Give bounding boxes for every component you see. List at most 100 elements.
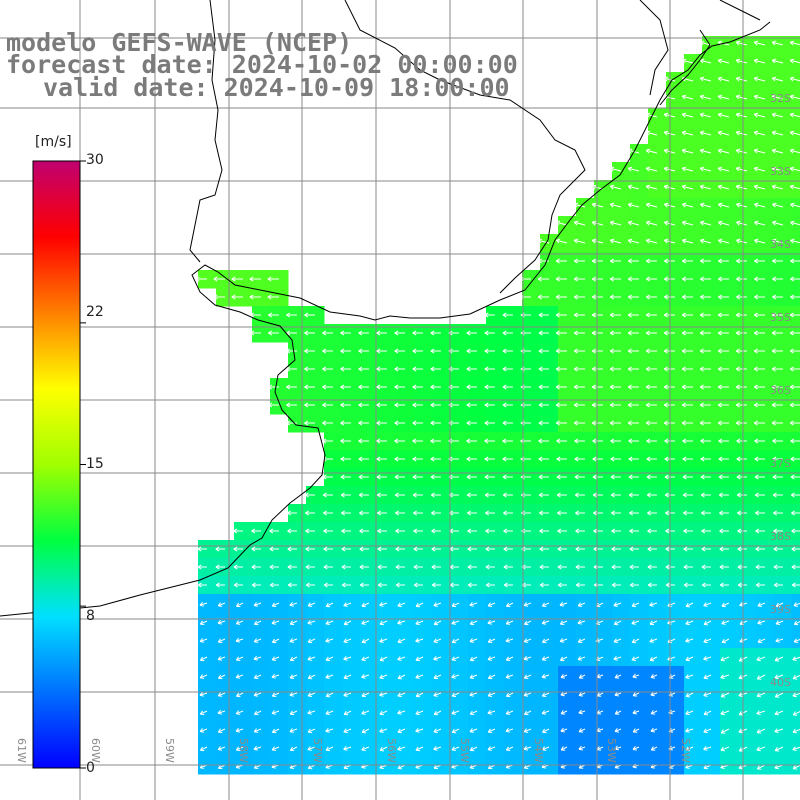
wind-speed-cell	[792, 738, 800, 757]
wind-arrow-head	[792, 656, 796, 660]
wind-arrow-head	[430, 476, 435, 480]
wind-speed-cell	[558, 612, 577, 631]
wind-speed-cell	[720, 576, 739, 595]
wind-speed-cell	[648, 162, 667, 181]
wind-speed-cell	[234, 270, 253, 289]
wind-arrow-head	[305, 584, 310, 588]
wind-speed-cell	[720, 306, 739, 325]
wind-arrow-head	[340, 492, 345, 496]
wind-arrow-head	[646, 166, 651, 169]
wind-speed-cell	[594, 612, 613, 631]
wind-speed-cell	[720, 612, 739, 631]
wind-speed-cell	[216, 702, 235, 721]
wind-arrow-head	[609, 258, 614, 262]
longitude-label: 54W	[532, 738, 545, 763]
wind-arrow-head	[632, 709, 636, 714]
wind-arrow-head	[720, 674, 724, 678]
wind-arrow-head	[701, 548, 706, 552]
wind-speed-cell	[234, 612, 253, 631]
wind-speed-cell	[576, 414, 595, 433]
wind-speed-cell	[774, 234, 793, 253]
wind-arrow-head	[790, 220, 795, 223]
wind-arrow-head	[250, 314, 254, 318]
wind-arrow-head	[789, 402, 794, 406]
wind-arrow-head	[271, 692, 275, 697]
wind-arrow-head	[289, 620, 293, 625]
wind-arrow	[397, 764, 406, 769]
wind-speed-cell	[486, 504, 505, 523]
wind-speed-cell	[360, 702, 379, 721]
wind-arrow-head	[735, 350, 740, 354]
wind-arrow-head	[736, 221, 740, 226]
wind-arrow-head	[541, 620, 545, 624]
wind-speed-cell	[504, 432, 523, 451]
wind-arrow-head	[645, 185, 650, 190]
wind-arrow-head	[754, 239, 758, 244]
wind-arrow	[579, 674, 586, 679]
wind-arrow-head	[340, 420, 345, 424]
wind-arrow-head	[377, 510, 381, 514]
wind-speed-cell	[432, 720, 451, 739]
wind-arrow-head	[287, 582, 292, 586]
wind-arrow	[754, 95, 766, 100]
wind-speed-cell	[576, 648, 595, 667]
wind-arrow-head	[555, 296, 560, 300]
wind-arrow-head	[539, 530, 544, 534]
wind-arrow	[649, 638, 658, 643]
wind-speed-cell	[702, 414, 721, 433]
wind-speed-cell	[270, 666, 289, 685]
wind-arrow	[614, 674, 622, 679]
wind-arrow-head	[431, 582, 436, 586]
wind-arrow-head	[755, 530, 760, 534]
wind-arrow-head	[341, 512, 345, 516]
wind-speed-cell	[594, 216, 613, 235]
wind-arrow-head	[591, 296, 596, 300]
wind-arrow-head	[609, 278, 614, 282]
wind-arrow-head	[359, 546, 364, 550]
wind-arrow	[646, 167, 658, 172]
wind-arrow-head	[469, 620, 473, 625]
wind-arrow-head	[487, 674, 491, 679]
wind-arrow-head	[556, 438, 561, 442]
wind-arrow-head	[629, 510, 633, 514]
wind-arrow-head	[753, 368, 758, 372]
wind-arrow	[361, 674, 370, 678]
wind-arrow-head	[611, 512, 615, 516]
wind-speed-cell	[756, 270, 775, 289]
wind-arrow-head	[628, 440, 633, 444]
wind-arrow-head	[717, 312, 722, 316]
wind-arrow-head	[413, 530, 418, 534]
wind-arrow-head	[632, 712, 637, 715]
wind-speed-cell	[468, 396, 487, 415]
wind-arrow-head	[394, 422, 399, 426]
wind-speed-cell	[720, 180, 739, 199]
wind-arrow	[718, 167, 730, 172]
wind-speed-cell	[702, 612, 721, 631]
title-forecast-date: forecast date: 2024-10-02 00:00:00	[6, 50, 518, 79]
wind-arrow	[685, 692, 694, 697]
wind-arrow-head	[397, 620, 401, 624]
wind-arrow	[538, 239, 550, 244]
wind-speed-cell	[378, 360, 397, 379]
wind-speed-cell	[486, 522, 505, 541]
wind-arrow-head	[754, 220, 759, 223]
wind-arrow-head	[792, 692, 796, 697]
wind-arrow-head	[502, 476, 507, 480]
wind-arrow	[289, 638, 298, 643]
wind-arrow-head	[735, 185, 740, 190]
wind-speed-cell	[306, 738, 325, 757]
wind-speed-cell	[684, 180, 703, 199]
wind-arrow-head	[376, 438, 381, 442]
wind-arrow-head	[235, 674, 239, 678]
wind-speed-cell	[792, 666, 800, 685]
wind-arrow-head	[466, 384, 471, 388]
wind-arrow-head	[359, 584, 364, 588]
wind-arrow-head	[721, 638, 725, 643]
wind-arrow-head	[614, 710, 618, 715]
wind-arrow-head	[343, 602, 347, 606]
wind-arrow-head	[647, 584, 652, 588]
wind-arrow-head	[322, 440, 327, 444]
wind-arrow	[718, 59, 730, 64]
wind-arrow	[289, 692, 298, 696]
longitude-labels: 61W 60W 59W 58W 57W 56W 55W 54W 53W 52W	[15, 738, 692, 763]
